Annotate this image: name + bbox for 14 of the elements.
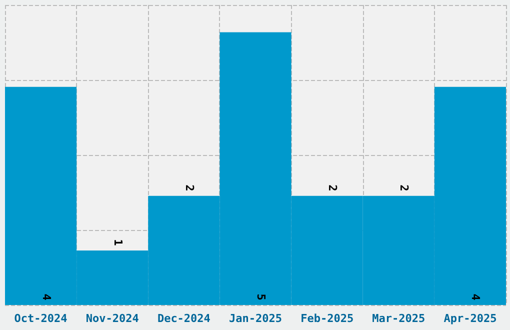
- x-tick-label: Mar-2025: [372, 312, 426, 325]
- x-tick-label: Jan-2025: [229, 312, 282, 325]
- data-label: 1: [111, 239, 124, 246]
- data-label: 4: [40, 294, 53, 301]
- data-label: 5: [254, 294, 268, 300]
- data-label: 2: [398, 184, 411, 192]
- x-tick-label: Oct-2024: [14, 312, 68, 325]
- data-label: 2: [182, 184, 196, 192]
- x-tick-label: Apr-2025: [444, 312, 497, 325]
- x-tick-label: Dec-2024: [157, 312, 211, 325]
- data-label: 4: [469, 294, 482, 301]
- x-tick-label: Nov-2024: [86, 312, 140, 325]
- x-tick-label: Feb-2025: [300, 312, 354, 325]
- data-label: 2: [326, 184, 340, 192]
